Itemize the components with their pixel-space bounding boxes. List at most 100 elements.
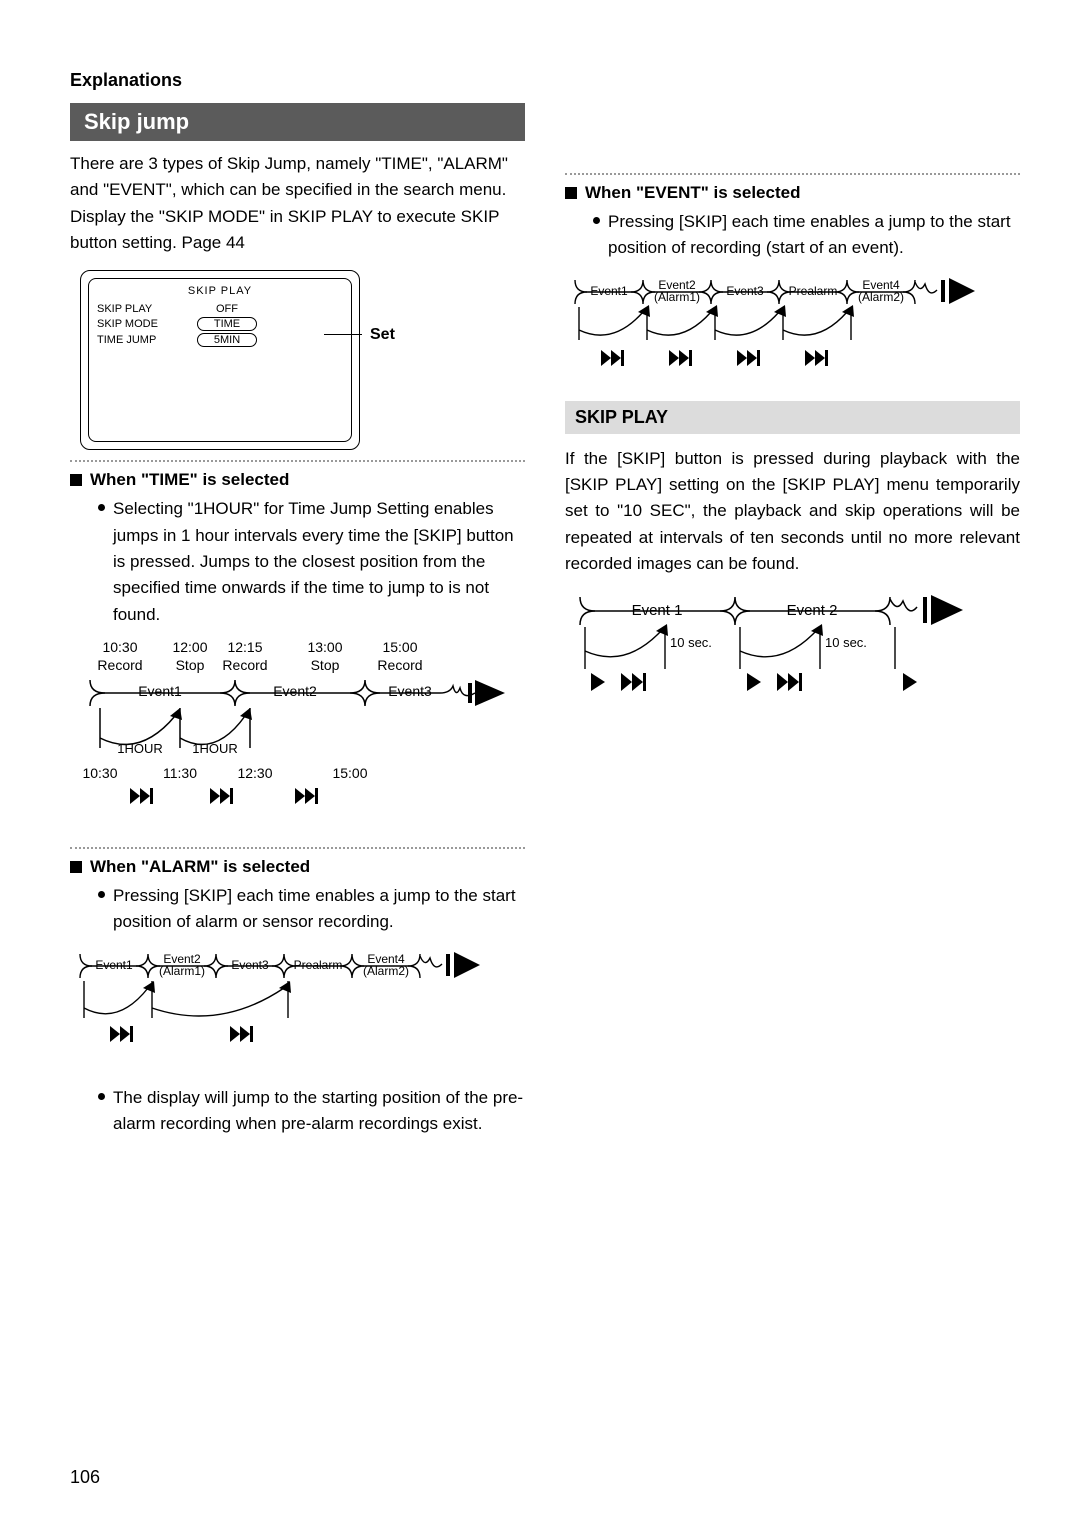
right-column: When "EVENT" is selected Pressing [SKIP]… (565, 103, 1020, 1143)
bullet-dot-icon (593, 217, 600, 224)
alarm-diagram: Event1 Event2(Alarm1) Event3 Prealarm Ev… (70, 946, 525, 1071)
alarm-bullet-2: The display will jump to the starting po… (98, 1085, 525, 1138)
time-top-label: Stop (176, 657, 205, 673)
time-top-time: 12:00 (172, 639, 207, 655)
skip-play-diagram: Event 1 Event 2 (565, 591, 1020, 706)
play-arrow-icon (446, 952, 480, 978)
skip-next-icon (737, 350, 760, 366)
skip-jump-title-bar: Skip jump (70, 103, 525, 141)
event-bullet: Pressing [SKIP] each time enables a jump… (593, 209, 1020, 262)
divider (70, 460, 525, 462)
time-diagram: 10:30 12:00 12:15 13:00 15:00 Record Sto… (70, 638, 525, 833)
skip-next-icon (295, 788, 318, 804)
event-label: Event3 (231, 958, 269, 972)
bullet-dot-icon (98, 1093, 105, 1100)
alarm-bullet-text: Pressing [SKIP] each time enables a jump… (113, 883, 525, 936)
skip-play-config-box: SKIP PLAY SKIP PLAY OFF SKIP MODE TIME T… (80, 270, 360, 450)
skip-jump-intro: There are 3 types of Skip Jump, namely "… (70, 151, 525, 256)
play-arrow-icon (941, 278, 975, 304)
event-heading-text: When "EVENT" is selected (585, 183, 800, 203)
divider (70, 847, 525, 849)
skip-next-icon (601, 350, 624, 366)
play-icon (747, 673, 761, 691)
alarm-heading: When "ALARM" is selected (70, 857, 525, 877)
skip-play-body: If the [SKIP] button is pressed during p… (565, 446, 1020, 578)
skip-next-icon (805, 350, 828, 366)
skip-config-label: SKIP PLAY (97, 303, 197, 315)
event-label: Event 2 (787, 602, 838, 619)
event-label: Event4(Alarm2) (363, 952, 409, 978)
event-label: Event3 (388, 683, 432, 699)
event-label: Event 1 (632, 602, 683, 619)
skip-config-value: TIME (197, 317, 257, 331)
alarm-bullet: Pressing [SKIP] each time enables a jump… (98, 883, 525, 936)
time-top-time: 15:00 (382, 639, 417, 655)
time-bullet: Selecting "1HOUR" for Time Jump Setting … (98, 496, 525, 628)
skip-config-label: TIME JUMP (97, 334, 197, 346)
skip-next-icon (210, 788, 233, 804)
time-top-label: Record (222, 657, 267, 673)
set-label: Set (370, 326, 395, 344)
time-top-time: 13:00 (307, 639, 342, 655)
skip-config-title: SKIP PLAY (97, 285, 343, 297)
interval-label: 1HOUR (192, 741, 238, 756)
left-column: Skip jump There are 3 types of Skip Jump… (70, 103, 525, 1143)
explanations-label: Explanations (70, 70, 1020, 91)
skip-config-label: SKIP MODE (97, 318, 197, 330)
bullet-square-icon (70, 861, 82, 873)
two-column-layout: Skip jump There are 3 types of Skip Jump… (70, 103, 1020, 1143)
time-bullet-text: Selecting "1HOUR" for Time Jump Setting … (113, 496, 525, 628)
event-heading: When "EVENT" is selected (565, 183, 1020, 203)
event-label: Event2(Alarm1) (654, 278, 700, 304)
page-number: 106 (70, 1467, 100, 1488)
bullet-dot-icon (98, 504, 105, 511)
event-label: Event2 (273, 683, 317, 699)
event-label: Event2(Alarm1) (159, 952, 205, 978)
skip-next-icon (621, 673, 646, 691)
skip-config-row: SKIP MODE TIME (97, 317, 343, 331)
event-label: Event4(Alarm2) (858, 278, 904, 304)
interval-label: 1HOUR (117, 741, 163, 756)
event-diagram: Event1 Event2(Alarm1) Event3 Prealarm Ev… (565, 272, 1020, 387)
time-heading: When "TIME" is selected (70, 470, 525, 490)
skip-next-icon (777, 673, 802, 691)
event-label: Event3 (726, 284, 764, 298)
skip-config-value: OFF (197, 303, 257, 315)
interval-label: 10 sec. (825, 635, 867, 650)
time-bottom: 10:30 (82, 765, 117, 781)
time-top-time: 12:15 (227, 639, 262, 655)
page: Explanations Skip jump There are 3 types… (0, 0, 1080, 1528)
skip-play-title-bar: SKIP PLAY (565, 401, 1020, 434)
event-label: Prealarm (789, 284, 838, 298)
bullet-square-icon (565, 187, 577, 199)
bullet-dot-icon (98, 891, 105, 898)
skip-config-value: 5MIN (197, 333, 257, 347)
divider (565, 173, 1020, 175)
event-label: Prealarm (294, 958, 343, 972)
time-heading-text: When "TIME" is selected (90, 470, 289, 490)
skip-config-row: TIME JUMP 5MIN (97, 333, 343, 347)
skip-next-icon (110, 1026, 133, 1042)
time-top-label: Stop (311, 657, 340, 673)
time-top-label: Record (97, 657, 142, 673)
set-connector-line (324, 334, 362, 335)
time-top-time: 10:30 (102, 639, 137, 655)
bullet-square-icon (70, 474, 82, 486)
play-icon (591, 673, 605, 691)
event-label: Event1 (95, 958, 133, 972)
event-label: Event1 (138, 683, 182, 699)
skip-config-row: SKIP PLAY OFF (97, 303, 343, 315)
skip-next-icon (669, 350, 692, 366)
play-arrow-icon (923, 595, 963, 625)
event-label: Event1 (590, 284, 628, 298)
alarm-bullet-text-2: The display will jump to the starting po… (113, 1085, 525, 1138)
skip-next-icon (230, 1026, 253, 1042)
time-top-label: Record (377, 657, 422, 673)
play-icon (903, 673, 917, 691)
time-bottom: 11:30 (163, 765, 197, 781)
skip-next-icon (130, 788, 153, 804)
alarm-heading-text: When "ALARM" is selected (90, 857, 310, 877)
time-bottom: 12:30 (237, 765, 272, 781)
interval-label: 10 sec. (670, 635, 712, 650)
event-bullet-text: Pressing [SKIP] each time enables a jump… (608, 209, 1020, 262)
